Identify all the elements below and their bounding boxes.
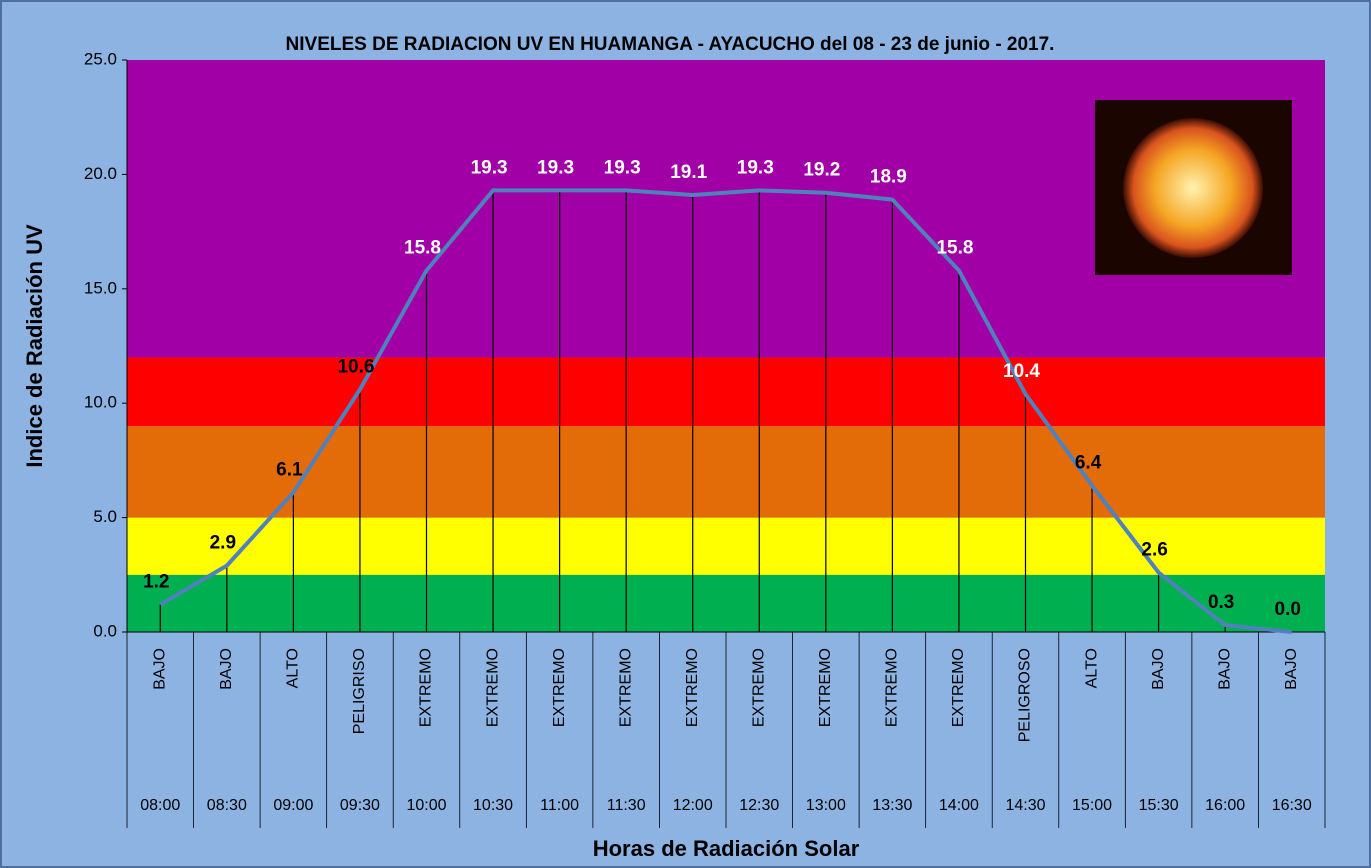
level-label: BAJO [1216,648,1233,690]
level-label: EXTREMO [617,648,634,727]
x-tick-label: 10:00 [406,797,446,814]
x-tick-label: 11:00 [540,797,579,814]
data-label: 15.8 [404,238,441,259]
level-label: BAJO [151,648,168,690]
level-label: BAJO [1150,648,1167,690]
x-axis-title: Horas de Radiación Solar [593,836,860,861]
y-tick-label: 25.0 [84,49,117,68]
x-tick-label: 12:00 [673,797,713,814]
level-label: BAJO [1283,648,1300,690]
level-label: EXTREMO [684,648,701,727]
y-tick-label: 10.0 [84,393,117,412]
level-label: BAJO [218,648,235,690]
y-tick-label: 20.0 [84,164,117,183]
level-label: PELIGRISO [351,648,368,734]
y-tick-label: 0.0 [93,621,117,640]
x-tick-label: 13:30 [872,797,912,814]
data-label: 18.9 [870,167,907,188]
level-label: EXTREMO [750,648,767,727]
x-tick-label: 16:30 [1272,797,1312,814]
level-label: ALTO [285,648,302,688]
data-label: 10.6 [337,356,374,377]
x-tick-label: 09:00 [273,797,313,814]
level-label: EXTREMO [551,648,568,727]
x-tick-label: 14:30 [1005,797,1045,814]
data-label: 10.4 [1003,361,1040,382]
data-label: 19.1 [670,162,707,183]
x-tick-label: 08:30 [207,797,247,814]
x-tick-label: 15:00 [1072,797,1112,814]
level-label: ALTO [1083,648,1100,688]
uv-band [127,357,1325,426]
data-label: 19.2 [803,160,840,181]
data-label: 19.3 [537,157,574,178]
level-label: EXTREMO [884,648,901,727]
x-tick-label: 13:00 [806,797,846,814]
x-tick-label: 10:30 [473,797,513,814]
x-tick-label: 11:30 [607,797,646,814]
y-tick-label: 15.0 [84,278,117,297]
chart-title: NIVELES DE RADIACION UV EN HUAMANGA - AY… [286,34,1055,55]
data-label: 15.8 [936,238,973,259]
data-label: 1.2 [143,572,169,593]
data-label: 19.3 [737,157,774,178]
x-tick-label: 16:00 [1205,797,1245,814]
data-label: 2.9 [210,533,236,554]
x-tick-label: 15:30 [1139,797,1179,814]
x-tick-label: 12:30 [739,797,779,814]
data-label: 19.3 [471,157,508,178]
level-label: PELIGROSO [1017,648,1034,742]
x-tick-label: 09:30 [340,797,380,814]
data-label: 2.6 [1141,540,1167,561]
level-label: EXTREMO [418,648,435,727]
x-tick-label: 14:00 [939,797,979,814]
uv-band [127,575,1325,632]
data-label: 6.1 [276,459,303,480]
chart: 0.0 5.0 10.0 15.0 20.0 25.0 08:00 BAJO 08:30 BAJO… [0,0,1371,868]
level-label: EXTREMO [484,648,501,727]
level-label: EXTREMO [950,648,967,727]
y-tick-label: 5.0 [93,507,117,526]
data-label: 6.4 [1075,453,1102,474]
y-axis-title: Indice de Radiación UV [22,224,47,468]
x-tick-label: 08:00 [140,797,180,814]
data-label: 19.3 [604,157,641,178]
sun [1123,118,1263,258]
data-label: 0.0 [1275,599,1301,620]
page: {"chart_data": { "type": "line", "title"… [0,0,1371,868]
data-label: 0.3 [1208,592,1234,613]
level-label: EXTREMO [817,648,834,727]
